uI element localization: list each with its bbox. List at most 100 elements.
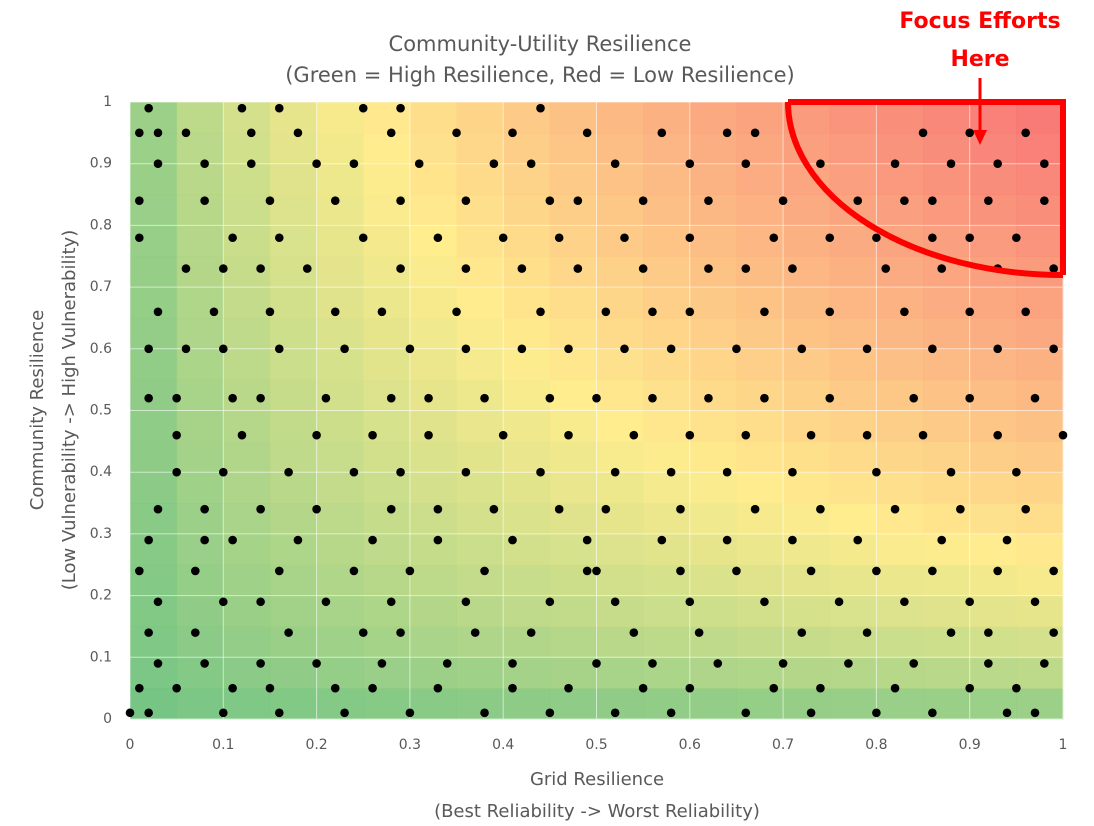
point [862,628,872,637]
point [984,659,993,668]
heatmap-cell [689,287,737,319]
point [1021,504,1030,514]
heatmap-cell [269,472,318,504]
point [956,504,965,514]
heatmap-cell [409,503,458,535]
heatmap-cell [223,348,271,381]
point [508,128,517,138]
heatmap-cell [130,657,178,689]
point [685,159,695,168]
point [853,535,863,545]
annotation-arrowhead [973,130,987,145]
heatmap-cell [736,348,784,381]
point [265,307,275,317]
heatmap-cell [736,626,784,658]
point [125,708,135,718]
heatmap-cell [269,256,318,288]
heatmap-cell [409,256,458,288]
x-tick-label: 0.6 [679,737,701,753]
heatmap-cell [176,564,224,597]
heatmap-cell [596,564,644,597]
y-axis-label: Community Resilience [27,310,48,511]
point [573,264,583,273]
heatmap-cell [503,595,551,627]
heatmap-cell [783,626,831,658]
heatmap-cell [176,348,224,381]
point [1030,708,1040,718]
point [965,128,974,138]
heatmap-cell [269,595,318,627]
heatmap-cell [176,441,224,473]
point [788,264,797,273]
point [685,307,695,317]
heatmap-cell [783,287,831,319]
point [918,430,928,440]
heatmap-cell [689,348,737,381]
heatmap-cell [503,564,551,597]
point [946,159,956,168]
point [228,683,237,693]
heatmap-cell [130,132,178,165]
heatmap-cell [736,595,784,627]
heatmap-cell [689,441,737,473]
heatmap-cell [503,626,551,658]
heatmap-cell [969,163,1017,196]
heatmap-cell [1016,225,1064,257]
heatmap-cell [736,102,784,134]
heatmap-cell [456,102,504,134]
heatmap-cell [923,287,971,319]
point [928,708,937,718]
point [480,393,489,403]
point [722,128,732,138]
point [853,196,863,206]
point [732,566,741,576]
heatmap-cell [829,163,877,196]
heatmap-background [130,102,1064,720]
heatmap-cell [969,595,1017,627]
heatmap-cell [269,287,318,319]
heatmap-cell [363,163,411,196]
heatmap-cell [969,225,1017,257]
heatmap-cell [269,533,318,566]
point [293,535,303,545]
heatmap-cell [409,441,458,473]
point [191,628,200,637]
heatmap-cell [596,102,644,134]
point [788,535,797,545]
point [135,196,144,206]
point [890,159,900,168]
point [191,566,200,576]
heatmap-cell [1016,441,1064,473]
point [564,430,573,440]
heatmap-cell [876,472,924,504]
heatmap-cell [456,132,504,165]
heatmap-cell [643,595,691,627]
heatmap-cell [876,564,924,597]
point [489,504,499,514]
point [256,264,265,273]
point [274,708,284,718]
heatmap-cell [829,102,877,134]
point [685,233,695,243]
heatmap-cell [596,317,644,350]
heatmap-cell [409,102,458,134]
points [125,103,1068,718]
point [368,535,377,545]
heatmap-cell [409,595,458,627]
point [1021,307,1030,317]
heatmap-cell [643,317,691,350]
heatmap-cell [923,163,971,196]
point [788,467,797,477]
heatmap-cell [969,626,1017,658]
point [1030,597,1040,607]
heatmap-cell [876,102,924,134]
point [545,708,555,718]
heatmap-cell [503,163,551,196]
heatmap-cell [689,688,737,720]
heatmap-cell [549,626,597,658]
heatmap-cell [969,348,1017,381]
heatmap-cell [689,472,737,504]
heatmap-cell [783,194,831,226]
heatmap-cell [1016,410,1064,442]
point [135,683,144,693]
